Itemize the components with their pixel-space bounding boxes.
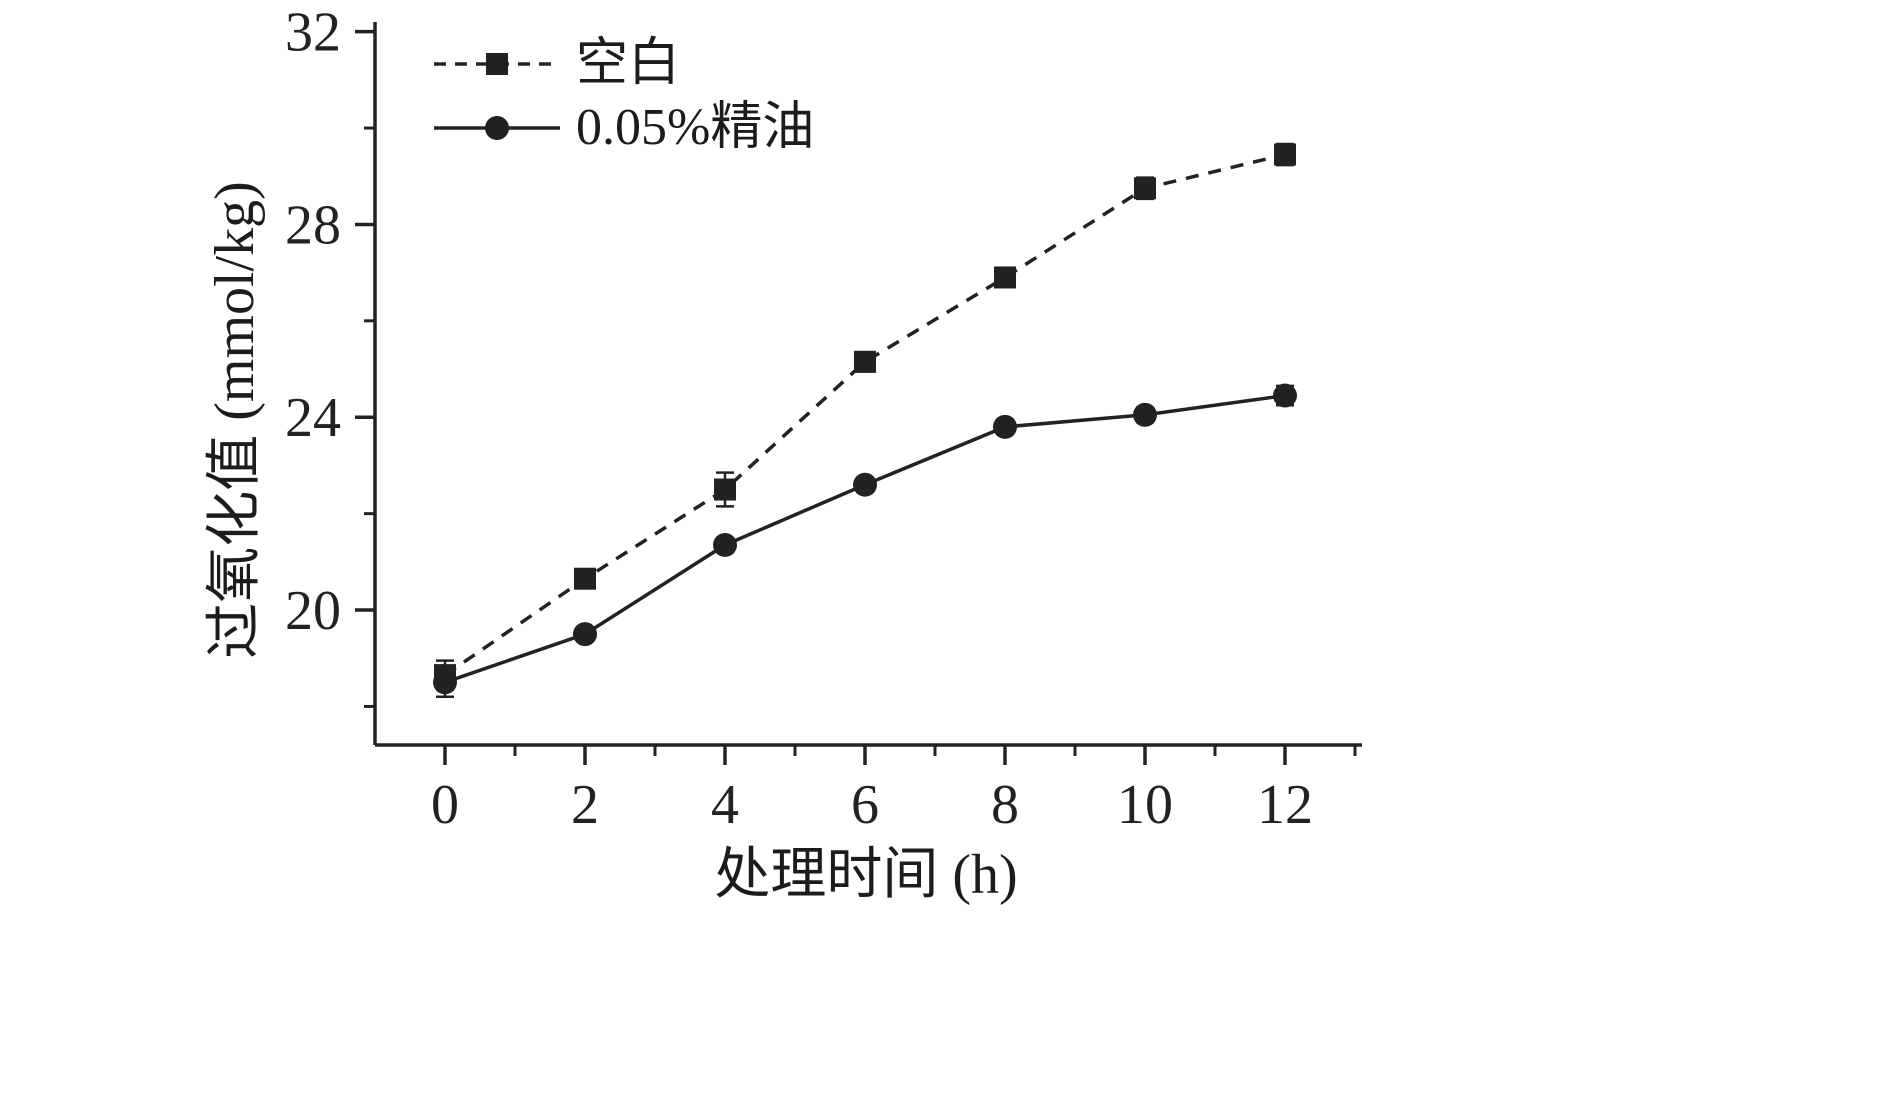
legend-key-solid-circle-icon: [434, 116, 560, 140]
svg-text:12: 12: [1257, 774, 1313, 836]
svg-text:6: 6: [851, 774, 879, 836]
svg-text:10: 10: [1117, 774, 1173, 836]
svg-text:2: 2: [571, 774, 599, 836]
svg-text:24: 24: [285, 387, 341, 449]
legend: 空白 0.05%精油: [432, 36, 814, 156]
legend-item-blank: 空白: [432, 36, 814, 92]
legend-label-blank: 空白: [576, 35, 681, 92]
y-axis-label: 过氧化值 (mmol/kg): [204, 181, 266, 659]
svg-text:32: 32: [285, 2, 341, 64]
legend-label-oil: 0.05%精油: [576, 99, 815, 156]
svg-text:0: 0: [431, 774, 459, 836]
svg-text:8: 8: [991, 774, 1019, 836]
legend-item-oil: 0.05%精油: [432, 100, 814, 156]
svg-text:28: 28: [285, 194, 341, 256]
legend-key-dashed-square-icon: [434, 53, 560, 75]
svg-text:4: 4: [711, 774, 739, 836]
x-axis-label: 处理时间 (h): [714, 844, 1018, 906]
svg-text:20: 20: [285, 580, 341, 642]
